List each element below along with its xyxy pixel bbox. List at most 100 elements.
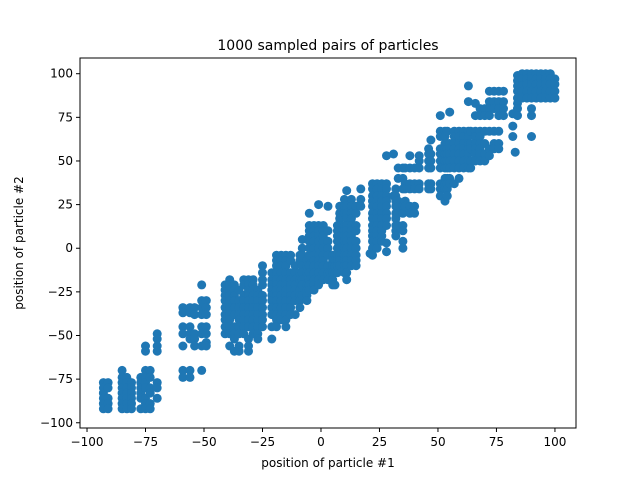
y-tick-label: 50 (58, 154, 73, 168)
x-tick-label: 0 (317, 435, 325, 449)
data-point (267, 334, 277, 344)
x-tick-label: −100 (71, 435, 104, 449)
data-point (356, 184, 366, 194)
data-point (197, 365, 207, 375)
data-point (258, 296, 267, 306)
y-tick-label: −25 (48, 285, 73, 299)
data-point (484, 111, 494, 121)
data-point (258, 303, 267, 313)
data-point (382, 214, 391, 224)
data-point (550, 93, 560, 103)
data-point (178, 308, 188, 318)
data-point (178, 322, 188, 332)
data-point (499, 86, 508, 96)
data-point (351, 243, 361, 253)
data-point (152, 393, 162, 403)
y-tick-label: 0 (65, 241, 73, 255)
data-point (527, 132, 536, 141)
data-point (342, 275, 352, 285)
data-point (435, 111, 445, 121)
data-point (190, 310, 200, 320)
data-point (152, 334, 162, 344)
data-point (258, 315, 267, 325)
data-point (382, 201, 391, 211)
x-axis-label: position of particle #1 (261, 456, 395, 470)
x-tick-label: 100 (543, 435, 566, 449)
x-axis-ticks: −100 −75 −50 −25 0 25 50 75 100 (71, 428, 566, 449)
y-tick-label: 25 (58, 198, 73, 212)
data-point (323, 243, 333, 253)
data-point (391, 231, 401, 241)
data-point (454, 173, 464, 183)
data-point (281, 322, 291, 332)
data-point (185, 372, 195, 382)
data-point (463, 81, 473, 91)
data-point (201, 322, 211, 332)
data-point (414, 184, 424, 194)
data-point (382, 238, 391, 248)
data-point (527, 111, 536, 121)
data-point (382, 151, 391, 161)
data-point (323, 226, 333, 236)
data-point (117, 365, 127, 375)
data-point (484, 151, 494, 161)
data-point (201, 296, 211, 306)
data-point (297, 235, 307, 244)
data-point (510, 147, 520, 157)
data-point (426, 163, 436, 173)
data-point (290, 310, 300, 320)
y-axis-ticks: −100 −75 −50 −25 0 25 50 75 100 (40, 67, 80, 430)
y-tick-label: 75 (58, 110, 73, 124)
data-point (410, 208, 420, 218)
data-point (152, 383, 162, 393)
data-point (414, 156, 424, 166)
data-point (494, 126, 504, 136)
data-point (258, 280, 267, 290)
data-point (178, 365, 188, 375)
data-point (351, 208, 361, 218)
y-tick-label: −100 (40, 416, 73, 430)
data-point (152, 346, 162, 356)
data-point (351, 261, 361, 271)
data-point (314, 200, 324, 210)
data-point (323, 236, 333, 246)
data-point (527, 104, 536, 114)
data-point (145, 365, 155, 375)
data-point (201, 310, 211, 320)
data-point (339, 194, 349, 204)
data-point (513, 104, 522, 114)
data-point (405, 151, 415, 161)
data-point (145, 404, 155, 414)
data-point (286, 303, 296, 313)
data-point (445, 107, 455, 117)
data-point (426, 184, 436, 194)
data-point (201, 329, 211, 339)
data-point (414, 163, 424, 173)
x-tick-label: −75 (133, 435, 158, 449)
data-point (398, 236, 408, 246)
data-point (368, 250, 377, 260)
data-point (466, 163, 476, 173)
data-point (356, 194, 366, 204)
data-point (258, 322, 267, 332)
data-point (550, 86, 560, 96)
data-point (185, 322, 195, 332)
x-tick-label: −50 (191, 435, 216, 449)
data-point (332, 268, 342, 278)
data-point (103, 383, 113, 393)
data-point (302, 296, 312, 306)
data-point (382, 247, 391, 257)
data-point (382, 221, 391, 230)
data-point (323, 201, 333, 211)
x-tick-label: −25 (250, 435, 275, 449)
data-point (382, 184, 391, 194)
data-point (244, 346, 253, 356)
data-point (398, 208, 408, 218)
y-tick-label: 100 (50, 67, 73, 81)
data-point (356, 201, 366, 211)
data-point (258, 261, 267, 271)
data-point (499, 104, 508, 114)
data-point (494, 144, 504, 154)
data-point (351, 236, 361, 246)
data-point (190, 334, 200, 344)
